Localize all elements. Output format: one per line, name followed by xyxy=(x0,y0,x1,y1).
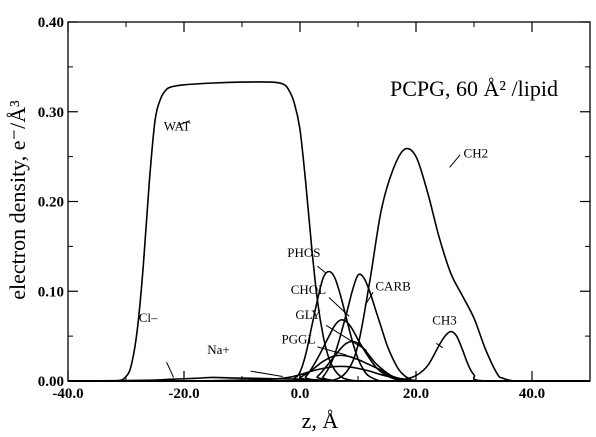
label-leader-line xyxy=(436,342,443,349)
series-line-wat xyxy=(68,81,416,382)
label-leaders xyxy=(166,120,461,378)
series-label: CHOL xyxy=(291,282,326,297)
x-tick-label: 20.0 xyxy=(403,386,429,402)
series-line-cl xyxy=(67,376,590,382)
series-label: CARB xyxy=(375,278,411,293)
x-axis-title: z, Å xyxy=(302,408,339,433)
series-line-phos xyxy=(68,270,590,382)
series-label: Na+ xyxy=(207,342,230,357)
series-labels: WAT CH2 CH3 PHOS CARB CHOL GLY PGGL Na+ Cl– xyxy=(139,119,488,357)
y-tick-label: 0.20 xyxy=(38,195,64,211)
x-tick-label: -40.0 xyxy=(52,386,83,402)
series-line-gly xyxy=(68,340,590,382)
x-tick-label: 0.0 xyxy=(291,386,310,402)
series-label: PGGL xyxy=(281,331,315,346)
series-label: Cl– xyxy=(139,310,158,325)
tick-labels: -40.0 -20.0 0.0 20.0 40.0 0.00 0.10 0.20 0.30 0.4… xyxy=(38,15,545,402)
label-leader-line xyxy=(364,291,374,306)
label-leader-line xyxy=(178,120,190,126)
label-leader-line xyxy=(328,297,350,317)
label-leader-line xyxy=(250,370,283,378)
y-tick-label: 0.10 xyxy=(38,284,64,300)
y-tick-label: 0.30 xyxy=(38,105,64,121)
series-line-ch2 xyxy=(68,147,590,382)
series-line-na xyxy=(68,365,590,382)
x-tick-label: -20.0 xyxy=(168,386,199,402)
label-leader-line xyxy=(317,346,347,356)
label-leader-line xyxy=(317,265,327,274)
y-axis-title: electron density, e⁻/Å³ xyxy=(5,100,30,300)
label-leader-line xyxy=(166,361,175,378)
label-leader-line xyxy=(325,324,367,351)
series-label: GLY xyxy=(295,307,321,322)
series-label: CH2 xyxy=(464,146,489,161)
series-lines xyxy=(67,81,590,382)
series-label: WAT xyxy=(164,119,191,134)
y-tick-label: 0.40 xyxy=(38,15,64,31)
series-label: CH3 xyxy=(432,312,457,327)
y-tick-label: 0.00 xyxy=(38,374,64,390)
x-tick-label: 40.0 xyxy=(519,386,545,402)
label-leader-line xyxy=(449,154,461,168)
chart-title: PCPG, 60 Å² /lipid xyxy=(390,76,558,101)
series-label: PHOS xyxy=(287,245,320,260)
